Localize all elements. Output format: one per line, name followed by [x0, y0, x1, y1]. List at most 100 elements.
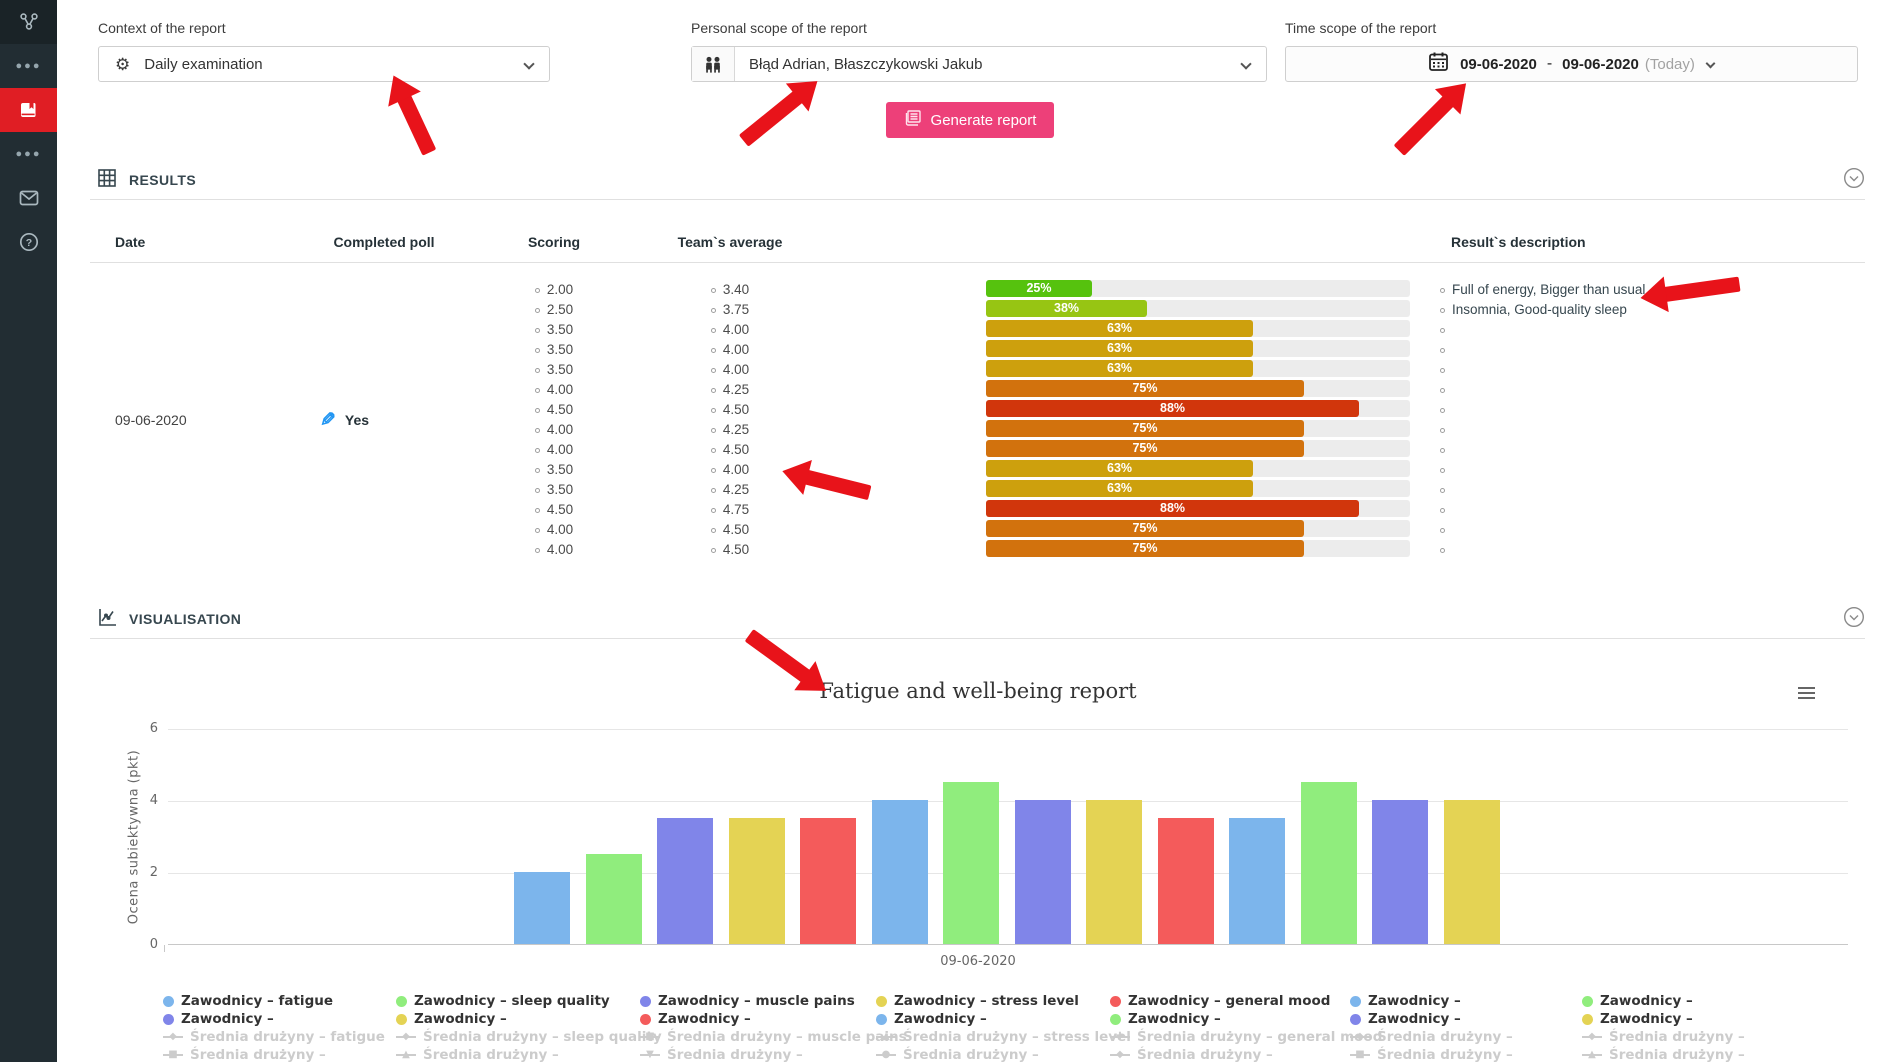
generate-report-button[interactable]: Generate report: [885, 102, 1055, 138]
team-average-list: 3.40 3.75 4.00 4.00 4.00 4.25 4.50 4.25 4.50 4.00…: [640, 280, 820, 560]
sidebar-item-help[interactable]: ?: [0, 220, 57, 264]
collapse-section-icon[interactable]: [1843, 167, 1865, 194]
chart-x-tick: [164, 945, 165, 952]
bullet-icon: [534, 528, 540, 533]
legend-item[interactable]: Zawodnicy –: [1582, 1010, 1822, 1028]
team-average-value: 4.00: [640, 360, 820, 380]
legend-item[interactable]: Zawodnicy – fatigue: [163, 992, 403, 1010]
progress-bar-track: 63%: [986, 340, 1410, 357]
chart-bar: [800, 818, 856, 944]
reports-book-icon: [19, 100, 39, 120]
section-divider: [90, 638, 1865, 639]
sidebar-item-messages[interactable]: [0, 176, 57, 220]
legend-column: Zawodnicy – fatigue Zawodnicy – ◆ Średnia d…: [163, 992, 403, 1062]
bullet-icon: [534, 448, 540, 453]
progress-bar-fill: 63%: [986, 460, 1254, 477]
calendar-icon: [1429, 52, 1448, 76]
chart-y-axis-label: Ocena subiektywna (pkt): [126, 749, 142, 925]
progress-bar-fill: 63%: [986, 320, 1254, 337]
legend-item[interactable]: Zawodnicy –: [640, 1010, 880, 1028]
result-description: [1440, 520, 1858, 540]
legend-item[interactable]: ◆ Średnia drużyny –: [1582, 1028, 1822, 1046]
result-description: [1440, 480, 1858, 500]
bullet-icon: [710, 308, 716, 313]
fatigue-chart: Fatigue and well-being report Ocena subi…: [98, 639, 1858, 1062]
legend-item[interactable]: Zawodnicy –: [396, 1010, 636, 1028]
legend-item[interactable]: ● Średnia drużyny –: [876, 1046, 1116, 1062]
chart-gridline: [168, 801, 1848, 802]
legend-item-label: Średnia drużyny – general mood: [1137, 1029, 1383, 1045]
bullet-icon: [1440, 348, 1445, 353]
chart-menu-icon[interactable]: [1798, 687, 1815, 702]
date-separator: -: [1546, 55, 1553, 72]
progress-bar-fill: 75%: [986, 420, 1304, 437]
col-header-team-average: Team`s average: [677, 234, 783, 250]
legend-marker-dot: [640, 1013, 651, 1025]
legend-item[interactable]: ◆ Średnia drużyny – sleep quality: [396, 1028, 662, 1046]
legend-item[interactable]: Zawodnicy – muscle pains: [640, 992, 880, 1010]
legend-marker-line: ●: [876, 1048, 896, 1062]
legend-item[interactable]: ▲ Średnia drużyny –: [1582, 1046, 1822, 1062]
legend-marker-line: ◆: [396, 1030, 416, 1044]
progress-bar-track: 75%: [986, 440, 1410, 457]
legend-item[interactable]: ■ Średnia drużyny –: [1350, 1046, 1590, 1062]
legend-item[interactable]: ■ Średnia drużyny – muscle pains: [640, 1028, 907, 1046]
legend-item[interactable]: ▲ Średnia drużyny –: [396, 1046, 636, 1062]
ellipsis-icon: ●●●: [15, 60, 42, 72]
legend-item[interactable]: Zawodnicy –: [163, 1010, 403, 1028]
result-description: Insomnia, Good-quality sleep: [1440, 300, 1858, 320]
team-average-value: 4.25: [640, 480, 820, 500]
scoring-value: 4.50: [468, 500, 640, 520]
team-average-value: 4.00: [640, 320, 820, 340]
legend-marker-line: ■: [1350, 1048, 1370, 1062]
time-range-select[interactable]: 09-06-2020 - 09-06-2020 (Today): [1285, 46, 1858, 82]
mail-icon: [19, 190, 39, 206]
personal-value: Błąd Adrian, Błaszczykowski Jakub: [749, 55, 983, 73]
scoring-value: 4.00: [468, 440, 640, 460]
legend-item[interactable]: Zawodnicy –: [1350, 1010, 1590, 1028]
main-content: Context of the report ⚙ Daily examinatio…: [57, 0, 1883, 1062]
sidebar-item-reports[interactable]: [0, 88, 57, 132]
bullet-icon: [534, 328, 540, 333]
legend-item[interactable]: Zawodnicy –: [1110, 1010, 1350, 1028]
legend-marker-dot: [1350, 1013, 1361, 1025]
legend-item[interactable]: ▲ Średnia drużyny – stress level: [876, 1028, 1131, 1046]
sidebar-item-menu-2[interactable]: ●●●: [0, 132, 57, 176]
legend-item[interactable]: Zawodnicy – general mood: [1110, 992, 1350, 1010]
legend-item[interactable]: ▼ Średnia drużyny –: [640, 1046, 880, 1062]
chevron-down-icon: [1705, 58, 1716, 68]
legend-item[interactable]: Zawodnicy –: [1350, 992, 1590, 1010]
legend-item[interactable]: ◆ Średnia drużyny – fatigue: [163, 1028, 403, 1046]
team-average-value: 4.25: [640, 380, 820, 400]
legend-item[interactable]: ✚ Średnia drużyny – general mood: [1110, 1028, 1382, 1046]
date-to: 09-06-2020: [1562, 55, 1639, 73]
sidebar-item-structure[interactable]: [0, 0, 57, 44]
legend-item[interactable]: ■ Średnia drużyny –: [163, 1046, 403, 1062]
scoring-value: 3.50: [468, 480, 640, 500]
bullet-icon: [534, 388, 540, 393]
legend-item[interactable]: ◆ Średnia drużyny –: [1110, 1046, 1350, 1062]
legend-item[interactable]: Zawodnicy – stress level: [876, 992, 1116, 1010]
org-chart-icon: [19, 12, 39, 32]
progress-bar-track: 63%: [986, 480, 1410, 497]
generate-report-label: Generate report: [930, 111, 1037, 129]
legend-marker-line: ◆: [163, 1030, 183, 1044]
collapse-section-icon[interactable]: [1843, 606, 1865, 633]
legend-item[interactable]: ◆ Średnia drużyny –: [1350, 1028, 1590, 1046]
scoring-value: 4.00: [468, 380, 640, 400]
context-select[interactable]: ⚙ Daily examination: [98, 46, 550, 82]
legend-item[interactable]: Zawodnicy –: [876, 1010, 1116, 1028]
legend-marker-dot: [876, 995, 887, 1007]
date-from: 09-06-2020: [1460, 55, 1537, 73]
sidebar-item-menu-1[interactable]: ●●●: [0, 44, 57, 88]
bullet-icon: [1440, 408, 1445, 413]
bullet-icon: [710, 428, 716, 433]
legend-item[interactable]: Zawodnicy –: [1582, 992, 1822, 1010]
bullet-icon: [710, 448, 716, 453]
personal-select[interactable]: Błąd Adrian, Błaszczykowski Jakub: [691, 46, 1267, 82]
bullet-icon: [1440, 448, 1445, 453]
legend-item[interactable]: Zawodnicy – sleep quality: [396, 992, 636, 1010]
legend-marker-line: ■: [640, 1030, 660, 1044]
progress-bar-fill: 88%: [986, 400, 1360, 417]
progress-bar-track: 63%: [986, 460, 1410, 477]
